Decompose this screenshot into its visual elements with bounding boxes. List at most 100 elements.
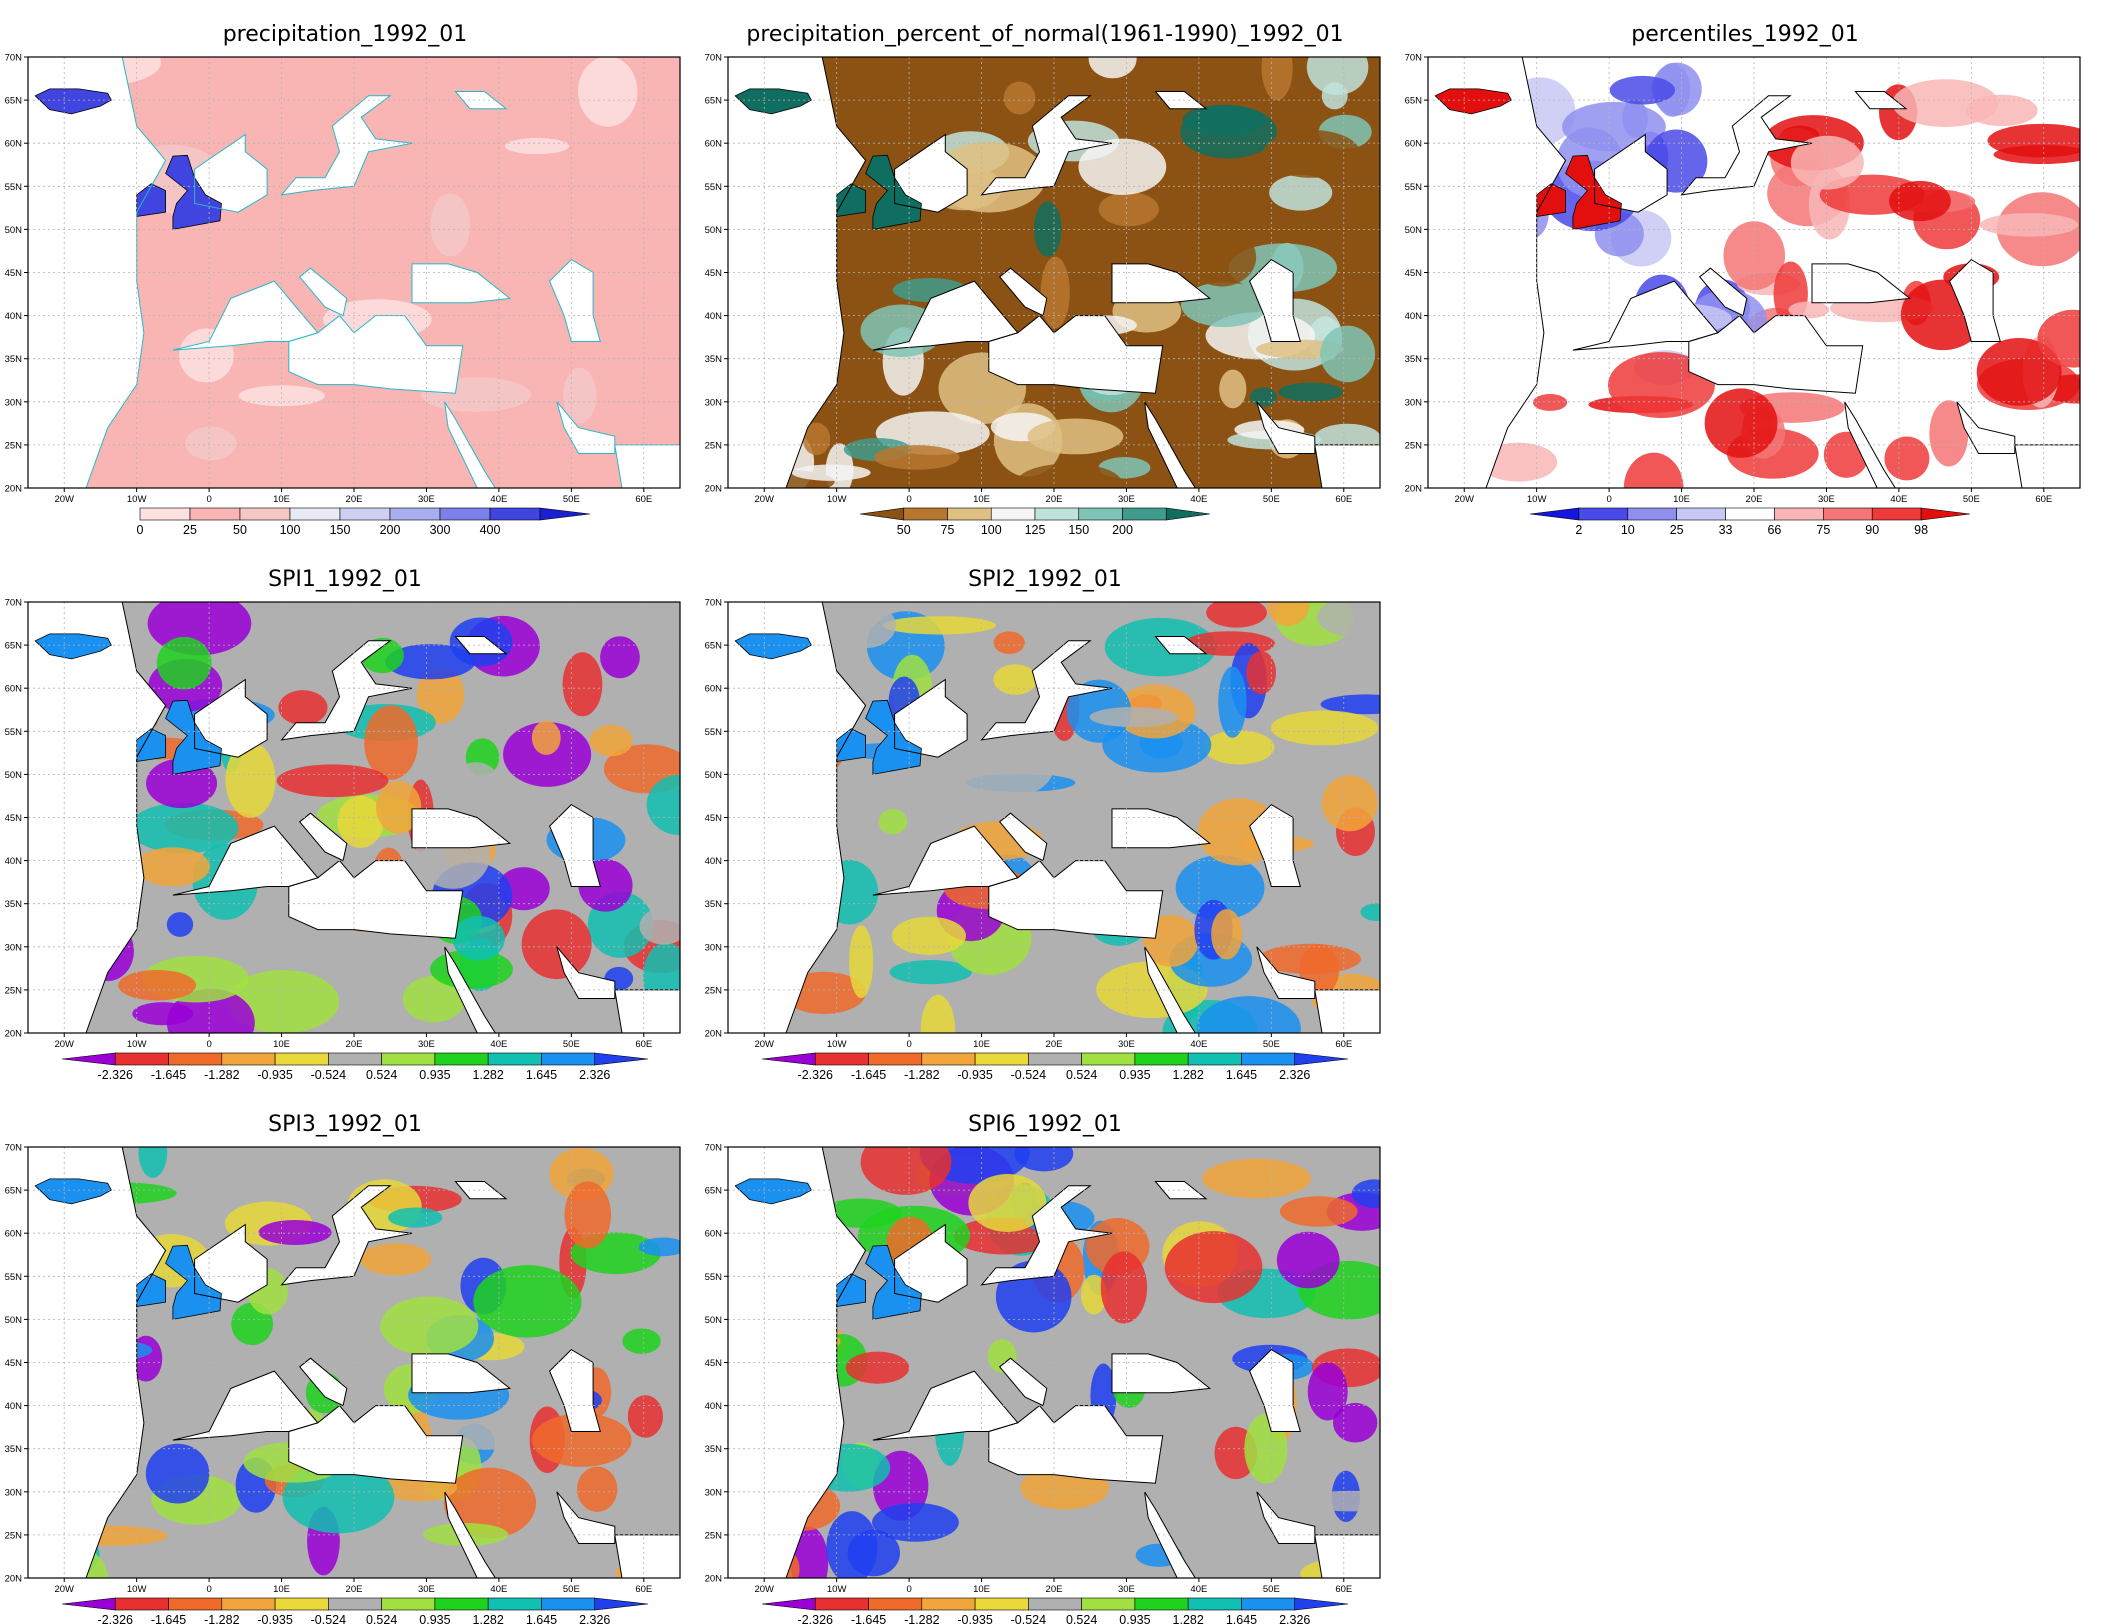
lat-tick-label: 40N [705,311,723,322]
lon-tick-label: 20E [1046,1584,1063,1595]
colorbar-label: 0.935 [1119,1613,1150,1624]
colorbar-segment [1295,1053,1348,1065]
map-field [703,1122,1398,1600]
colorbar-label: -1.282 [204,1613,239,1624]
lon-tick-label: 20W [54,494,74,505]
colorbar-segment [1123,508,1167,520]
colorbar-label: 0.524 [366,1068,397,1082]
lat-tick-label: 65N [1405,96,1423,107]
lon-tick-label: 10E [973,1584,990,1595]
colorbar-label: 150 [330,523,351,537]
lon-tick-label: 10W [127,1039,147,1050]
lat-tick-label: 40N [705,1401,723,1412]
lat-tick-label: 45N [1405,268,1423,279]
lat-tick-label: 65N [5,1186,23,1197]
lat-tick-label: 35N [5,899,23,910]
lon-tick-label: 10E [973,494,990,505]
colorbar-segment [541,1598,594,1610]
lon-tick-label: 40E [490,1584,507,1595]
colorbar-segment [922,1598,975,1610]
lat-tick-label: 70N [5,53,23,64]
colorbar-label: 150 [1068,523,1089,537]
colorbar-label: 1.282 [473,1613,504,1624]
lat-tick-label: 60N [5,1229,23,1240]
colorbar-label: 90 [1865,523,1879,537]
colorbar-segment [1079,508,1123,520]
lat-tick-label: 50N [705,1315,723,1326]
lon-tick-label: 0 [206,494,211,505]
lon-tick-label: 10E [273,1039,290,1050]
lon-tick-label: 10W [827,494,847,505]
colorbar-label: 200 [1112,523,1133,537]
lon-tick-label: 10W [827,1584,847,1595]
lat-tick-label: 30N [5,942,23,953]
lat-tick-label: 20N [1405,484,1423,495]
lon-tick-label: 20W [54,1039,74,1050]
colorbar-label: 50 [233,523,247,537]
lat-tick-label: 45N [5,813,23,824]
colorbar-segment [115,1598,168,1610]
colorbar-label: -1.282 [904,1613,939,1624]
colorbar-segment [1921,508,1970,520]
colorbar-label: 125 [1025,523,1046,537]
lon-tick-label: 20E [1746,494,1763,505]
colorbar-segment [815,1053,868,1065]
lat-tick-label: 30N [5,1487,23,1498]
colorbar-segment [190,508,240,520]
lon-tick-label: 30E [1118,494,1135,505]
lat-tick-label: 20N [5,484,23,495]
colorbar-label: 75 [941,523,955,537]
lat-tick-label: 20N [5,1029,23,1040]
colorbar-segment [62,1053,115,1065]
lat-tick-label: 60N [5,684,23,695]
lon-tick-label: 20E [1046,1039,1063,1050]
lat-tick-label: 45N [5,1358,23,1369]
colorbar-segment [440,508,490,520]
lon-tick-label: 0 [206,1584,211,1595]
colorbar-segment [1028,1053,1081,1065]
lon-tick-label: 20W [1454,494,1474,505]
colorbar-label: -0.524 [1011,1068,1046,1082]
colorbar-label: 200 [380,523,401,537]
colorbar-label: -0.935 [957,1068,992,1082]
colorbar-segment [762,1598,815,1610]
colorbar-segment [275,1598,328,1610]
lat-tick-label: 25N [705,985,723,996]
lon-tick-label: 30E [1118,1584,1135,1595]
colorbar-label: -1.282 [904,1068,939,1082]
lon-tick-label: 40E [1890,494,1907,505]
lat-tick-label: 50N [705,770,723,781]
colorbar-segment [1241,1598,1294,1610]
lon-tick-label: 30E [1818,494,1835,505]
colorbar-segment [1028,1598,1081,1610]
map-field [0,40,680,488]
colorbar-label: 400 [480,523,501,537]
lat-tick-label: 40N [705,856,723,867]
colorbar-label: -1.282 [204,1068,239,1082]
lat-tick-label: 65N [705,641,723,652]
colorbar-segment [290,508,340,520]
colorbar-label: 0.935 [1119,1068,1150,1082]
colorbar-label: -1.645 [851,1068,886,1082]
colorbar-label: 10 [1621,523,1635,537]
lat-tick-label: 50N [5,770,23,781]
lon-tick-label: 60E [635,1039,652,1050]
lon-tick-label: 10W [127,1584,147,1595]
lat-tick-label: 70N [705,53,723,64]
colorbar-label: 50 [897,523,911,537]
lat-tick-label: 25N [705,440,723,451]
colorbar-label: -0.524 [311,1068,346,1082]
panel-percent-of-normal: precipitation_percent_of_normal(1961-199… [700,0,1390,545]
colorbar-label: 1.645 [1226,1068,1257,1082]
lon-tick-label: 50E [563,1584,580,1595]
colorbar-segment [1579,508,1628,520]
lat-tick-label: 35N [5,1444,23,1455]
